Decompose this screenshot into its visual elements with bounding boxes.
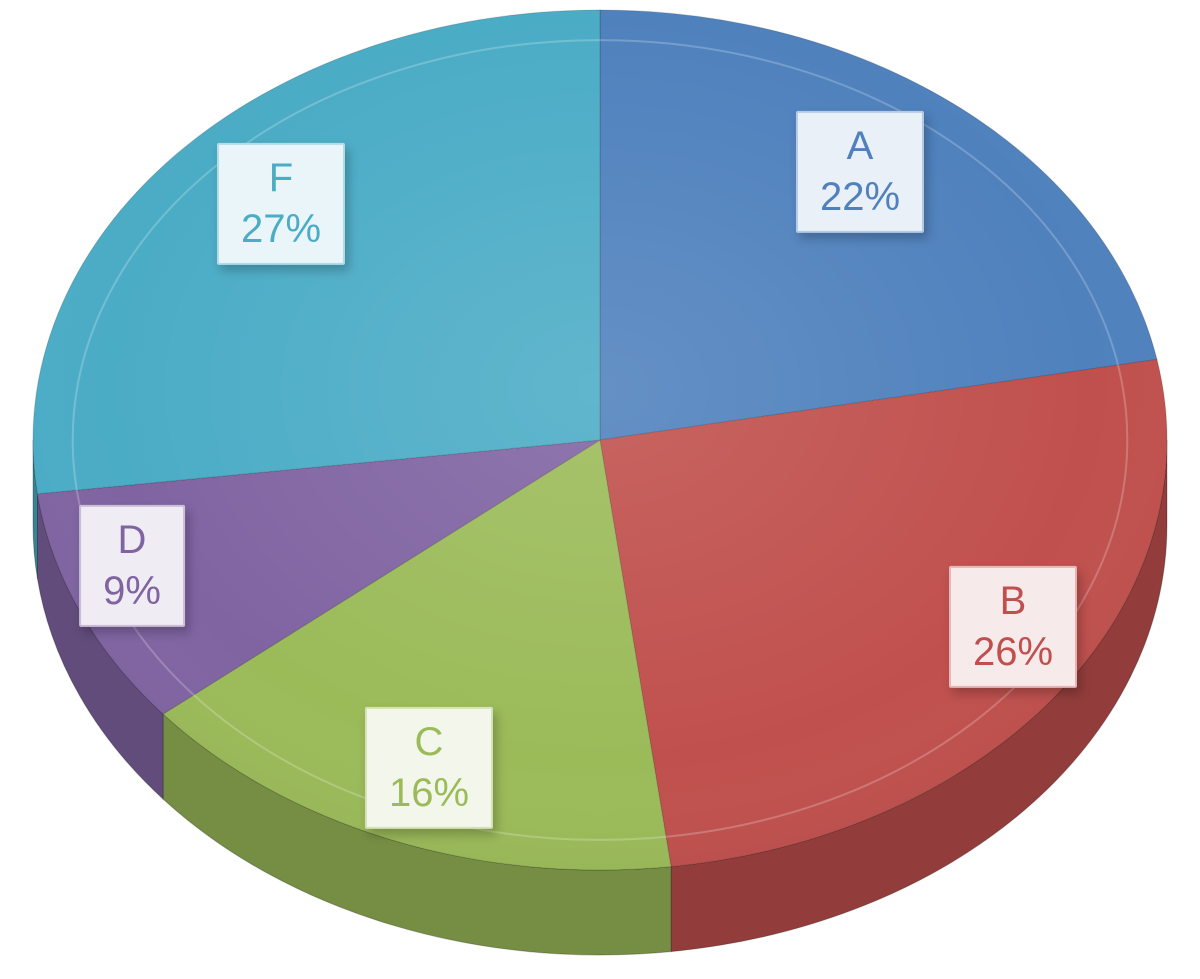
pie-top-shading bbox=[33, 10, 1167, 870]
data-label-category: D bbox=[117, 517, 147, 562]
data-label-percent: 16% bbox=[388, 771, 470, 815]
data-label-a[interactable]: A 22% bbox=[795, 110, 925, 234]
data-label-category: A bbox=[846, 123, 874, 168]
data-label-percent: 26% bbox=[972, 630, 1054, 674]
data-label-c[interactable]: C 16% bbox=[364, 706, 494, 830]
data-label-d[interactable]: D 9% bbox=[79, 504, 185, 628]
data-label-category: B bbox=[999, 578, 1027, 623]
data-label-percent: 22% bbox=[819, 175, 901, 219]
data-label-category: F bbox=[268, 155, 294, 200]
data-label-b[interactable]: B 26% bbox=[948, 565, 1078, 689]
data-label-category: C bbox=[414, 719, 444, 764]
data-label-percent: 9% bbox=[103, 569, 161, 613]
pie-bevel-ring bbox=[71, 39, 1129, 841]
data-label-f[interactable]: F 27% bbox=[216, 142, 346, 266]
data-label-percent: 27% bbox=[240, 207, 322, 251]
